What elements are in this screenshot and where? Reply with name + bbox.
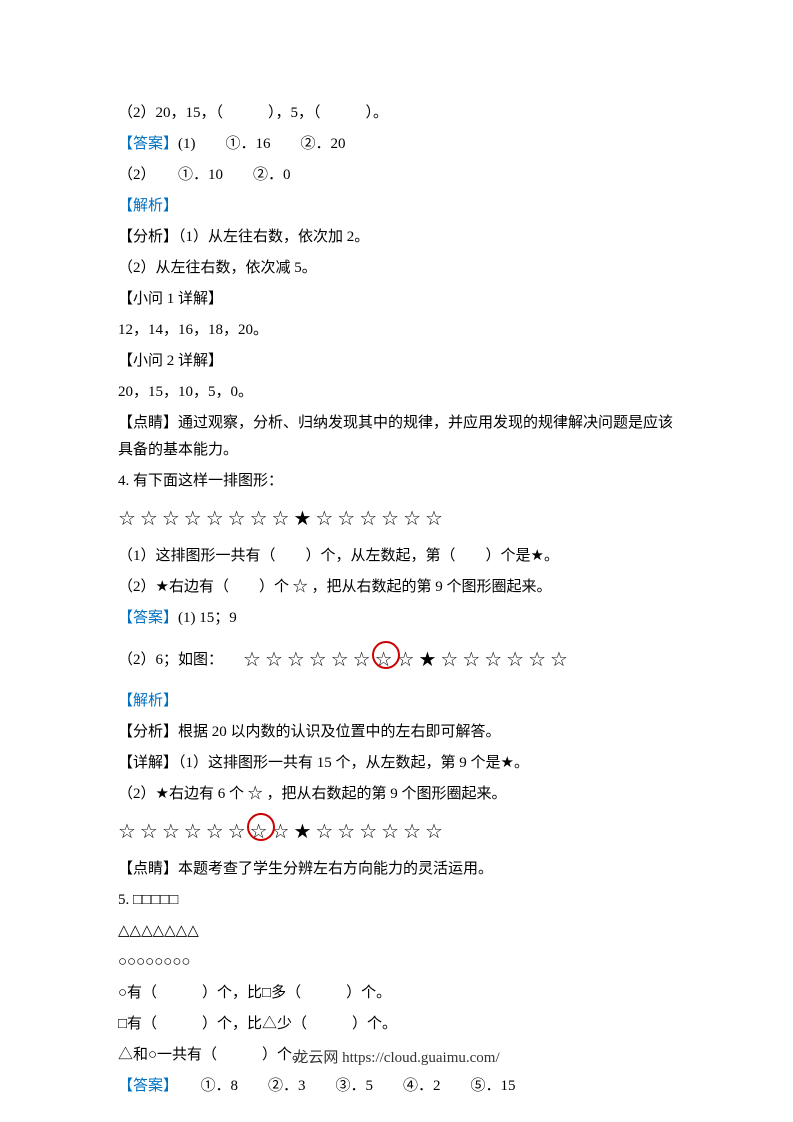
star-solid-icon: ★ [531,543,544,570]
q4-1-text-a: （1）这排图形一共有（ ）个，从左数起，第（ ）个是 [118,543,531,570]
sub-answer-1: 12，14，16，18，20。 [118,317,675,344]
footer-text: 龙云网 https://cloud.guaimu.com/ [0,1045,793,1072]
answer-label: 【答案】 [118,136,178,152]
analysis-label-2: 【解析】 [118,688,675,715]
stars-after: ☆★☆☆☆☆☆☆ [397,649,572,671]
detail-4-2-c: 右边有 6 个 ☆ ，把从右数起的第 9 个图形圈起来。 [169,781,507,808]
q4-2-text-c: 右边有（ ）个 ☆ ，把从右数起的第 9 个图形圈起来。 [169,574,552,601]
detail-4-2-a: （2） [118,781,156,808]
answer-text: ①．8 ②．3 ③．5 ④．2 ⑤．15 [171,1078,516,1094]
star-solid-icon: ★ [156,781,169,808]
analysis-4-text: 【分析】根据 20 以内数的认识及位置中的左右即可解答。 [118,719,675,746]
question-2-text: （2）20，15，（ ），5，（ ）。 [118,100,675,127]
analysis-text-1: 【分析】（1）从左往右数，依次加 2。 [118,224,675,251]
star-outline-icon: ☆ [250,821,272,843]
detail-4-part2: （2） ★ 右边有 6 个 ☆ ，把从右数起的第 9 个图形圈起来。 [118,781,675,808]
star-row-answer: ☆☆☆☆☆☆☆☆★☆☆☆☆☆☆ [243,642,572,678]
circled-star-icon: ☆ [250,814,272,850]
answer-block-1: 【答案】(1) ①．16 ②．20 [118,131,675,158]
question-4-part2: （2） ★ 右边有（ ）个 ☆ ，把从右数起的第 9 个图形圈起来。 [118,574,675,601]
stars-detail-after: ☆★☆☆☆☆☆☆ [272,821,447,843]
answer-label: 【答案】 [118,1078,171,1094]
sub-question-1-label: 【小问 1 详解】 [118,286,675,313]
stars-detail-before: ☆☆☆☆☆☆ [118,821,250,843]
question-5-line1: 5. □□□□□ [118,887,675,914]
question-4-intro: 4. 有下面这样一排图形： [118,468,675,495]
dianding-1: 【点睛】通过观察，分析、归纳发现其中的规律，并应用发现的规律解决问题是应该具备的… [118,410,675,464]
answer-4-part2: （2）6；如图： ☆☆☆☆☆☆☆☆★☆☆☆☆☆☆ [118,636,675,684]
detail-4-1-c: 。 [514,750,529,777]
star-outline-icon: ☆ [375,649,397,671]
star-row-detail: ☆☆☆☆☆☆☆☆★☆☆☆☆☆☆ [118,814,675,850]
question-5-line3: ○○○○○○○○ [118,949,675,976]
sub-question-2-label: 【小问 2 详解】 [118,348,675,375]
question-4-part1: （1）这排图形一共有（ ）个，从左数起，第（ ）个是 ★ 。 [118,543,675,570]
answer-block-2: 【答案】(1) 15；9 [118,605,675,632]
answer-label: 【答案】 [118,610,178,626]
answer-text: (1) 15；9 [178,610,237,626]
q4-2-text-a: （2） [118,574,156,601]
star-solid-icon: ★ [156,574,169,601]
star-solid-icon: ★ [501,750,514,777]
question-5-line2: △△△△△△△ [118,918,675,945]
analysis-text-2: （2）从左往右数，依次减 5。 [118,255,675,282]
detail-4-part1: 【详解】（1）这排图形一共有 15 个，从左数起，第 9 个是 ★ 。 [118,750,675,777]
q4-1-text-c: 。 [544,543,559,570]
analysis-label-1: 【解析】 [118,193,675,220]
analysis-label: 【解析】 [118,693,178,709]
answer-4-2-prefix: （2）6；如图： [118,647,223,674]
analysis-label: 【解析】 [118,198,178,214]
sub-answer-2: 20，15，10，5，0。 [118,379,675,406]
answer-text: (1) ①．16 ②．20 [178,136,346,152]
dianding-2: 【点睛】本题考查了学生分辨左右方向能力的灵活运用。 [118,856,675,883]
question-5-line5: □有（ ）个，比△少（ ）个。 [118,1011,675,1038]
answer-block-3: 【答案】 ①．8 ②．3 ③．5 ④．2 ⑤．15 [118,1073,675,1100]
answer-part2: （2） ①．10 ②．0 [118,162,675,189]
star-row-question: ☆☆☆☆☆☆☆☆★☆☆☆☆☆☆ [118,501,675,537]
circled-star-icon: ☆ [375,642,397,678]
stars-before: ☆☆☆☆☆☆ [243,649,375,671]
question-5-line4: ○有（ ）个，比□多（ ）个。 [118,980,675,1007]
detail-4-1-a: 【详解】（1）这排图形一共有 15 个，从左数起，第 9 个是 [118,750,501,777]
